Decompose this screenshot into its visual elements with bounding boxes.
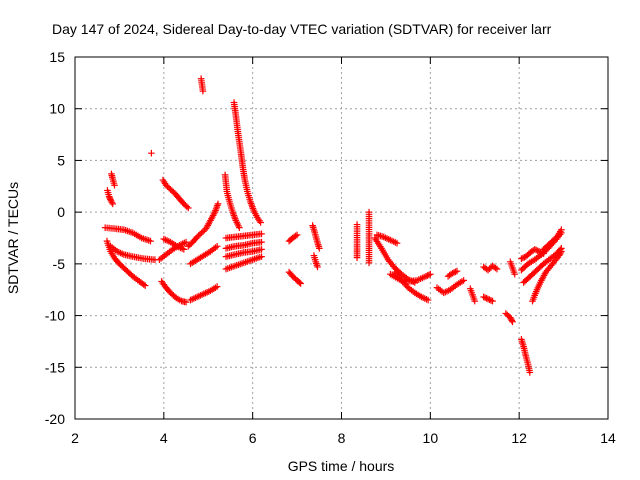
data-point (315, 245, 323, 252)
y-tick-label: 10 (49, 101, 65, 117)
data-point (111, 181, 118, 189)
data-point (180, 246, 188, 253)
data-point (422, 272, 430, 280)
x-tick-label: 12 (511, 430, 527, 446)
data-point (558, 226, 565, 234)
data-point (534, 247, 541, 255)
data-point (424, 272, 431, 279)
data-point (148, 149, 155, 157)
x-tick-label: 6 (249, 430, 257, 446)
data-point (519, 254, 527, 262)
data-point (184, 204, 192, 212)
data-point (297, 280, 304, 287)
y-tick-label: -10 (45, 308, 65, 324)
data-point (353, 254, 361, 261)
data-point (199, 87, 207, 95)
data-point (526, 369, 534, 376)
chart-title: Day 147 of 2024, Sidereal Day-to-day VTE… (52, 21, 552, 37)
data-point (258, 238, 265, 246)
data-point (258, 246, 265, 253)
data-point (486, 296, 493, 304)
y-axis-label: SDTVAR / TECUs (5, 182, 21, 294)
data-point (558, 248, 565, 255)
data-point (108, 199, 116, 206)
data-point (452, 268, 459, 276)
data-point (453, 267, 461, 275)
data-point (258, 230, 265, 238)
data-point (518, 255, 525, 262)
data-point (425, 271, 433, 279)
data-point (182, 238, 190, 246)
data-point (296, 279, 303, 286)
data-point (183, 203, 191, 210)
data-point (471, 297, 479, 305)
x-axis-label: GPS time / hours (288, 458, 395, 474)
data-point (214, 200, 222, 208)
data-point (292, 232, 299, 240)
grid (75, 57, 608, 419)
x-tick-label: 2 (71, 430, 79, 446)
data-point (109, 200, 117, 208)
data-point (511, 270, 519, 278)
y-tick-label: 0 (57, 204, 65, 220)
y-tick-label: 5 (57, 152, 65, 168)
data-point (509, 318, 516, 326)
data-point (508, 317, 516, 324)
x-tick-label: 4 (160, 430, 168, 446)
data-point (493, 265, 501, 273)
data-point (489, 297, 496, 305)
data-point (427, 270, 434, 278)
data-point (424, 296, 432, 304)
data-point (393, 239, 401, 247)
y-tick-label: -20 (45, 411, 65, 427)
data-point (365, 259, 373, 267)
data-point (141, 282, 149, 289)
x-tick-label: 10 (423, 430, 439, 446)
data-point (531, 246, 539, 253)
x-tick-label: 14 (600, 430, 616, 446)
data-point (182, 298, 190, 306)
data-point (140, 281, 148, 288)
x-tick-label: 8 (338, 430, 346, 446)
data-points (101, 75, 565, 376)
data-point (147, 237, 154, 245)
data-point (532, 246, 540, 254)
data-point (258, 253, 265, 260)
data-point (213, 242, 221, 250)
data-point (450, 269, 458, 276)
axes: 2 4 6 8 10 12 14 -20 -15 -10 -5 0 5 10 15 (45, 49, 616, 446)
data-point (293, 231, 301, 239)
data-point (481, 294, 489, 301)
data-point (236, 224, 243, 231)
data-point (449, 269, 456, 277)
y-tick-label: -5 (53, 256, 66, 272)
data-point (213, 283, 221, 290)
data-point (557, 249, 564, 257)
data-point (483, 295, 490, 302)
data-point (487, 297, 495, 304)
data-point (480, 293, 487, 301)
data-point (492, 264, 499, 272)
data-point (257, 219, 264, 226)
y-tick-label: -15 (45, 359, 65, 375)
data-point (314, 263, 321, 271)
y-tick-label: 15 (49, 49, 65, 65)
data-point (484, 295, 492, 303)
data-point (460, 277, 467, 284)
